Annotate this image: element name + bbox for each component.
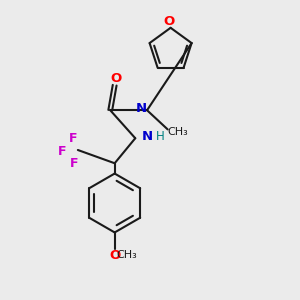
Text: F: F: [70, 157, 79, 170]
Text: O: O: [110, 72, 122, 85]
Text: O: O: [164, 15, 175, 28]
Text: N: N: [136, 102, 147, 115]
Text: CH₃: CH₃: [117, 250, 137, 260]
Text: F: F: [69, 132, 78, 145]
Text: O: O: [109, 249, 120, 262]
Text: F: F: [57, 145, 66, 158]
Text: N: N: [142, 130, 153, 143]
Text: H: H: [156, 130, 165, 143]
Text: CH₃: CH₃: [168, 127, 188, 137]
